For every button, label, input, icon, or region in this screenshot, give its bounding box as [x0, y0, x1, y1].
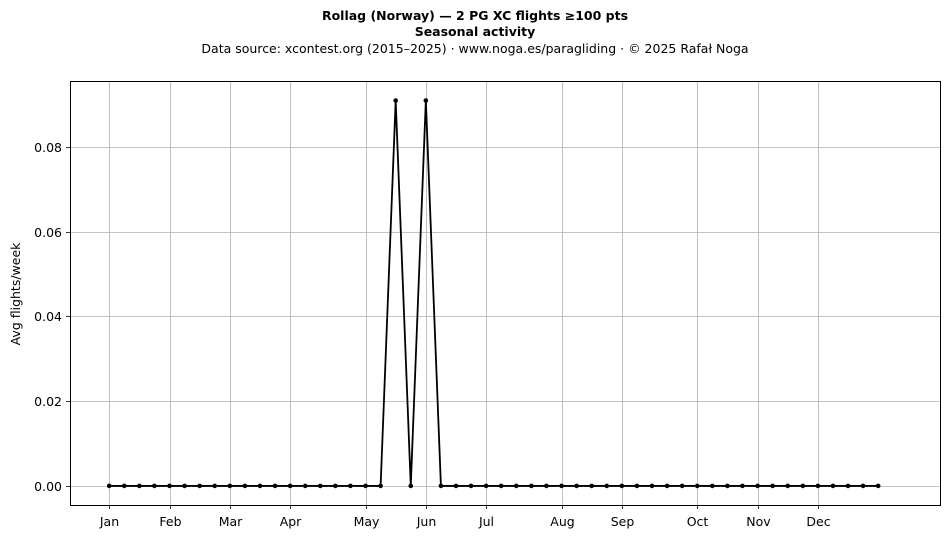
data-point — [815, 483, 821, 489]
grid-lines — [70, 81, 940, 505]
data-point — [408, 483, 414, 489]
data-point — [574, 483, 579, 489]
data-point — [363, 483, 368, 489]
data-point — [679, 483, 685, 489]
data-point — [498, 483, 504, 489]
data-point — [604, 483, 610, 489]
x-tick-label: Dec — [806, 514, 830, 529]
data-point — [694, 483, 700, 489]
data-point — [423, 98, 429, 103]
x-tick-label: Feb — [159, 514, 181, 529]
data-point — [453, 483, 459, 489]
data-point — [468, 483, 474, 489]
data-point — [634, 483, 640, 489]
data-point — [242, 483, 248, 489]
data-point — [438, 483, 444, 489]
data-point — [514, 483, 519, 489]
data-point — [770, 483, 775, 489]
y-tick-label: 0.02 — [34, 394, 62, 409]
chart-title: Rollag (Norway) — 2 PG XC flights ≥100 p… — [321, 8, 629, 23]
y-tick-label: 0.08 — [34, 140, 62, 155]
data-point — [378, 483, 383, 489]
x-tick-label: Nov — [746, 514, 771, 529]
y-tick-label: 0.04 — [34, 309, 62, 324]
data-point — [755, 483, 760, 489]
chart-subtitle: Seasonal activity — [414, 24, 536, 39]
x-tick-label: Jan — [99, 514, 119, 529]
data-point — [529, 483, 534, 489]
data-point — [860, 483, 866, 489]
data-point — [785, 483, 791, 489]
y-axis-label: Avg flights/week — [8, 242, 23, 346]
data-point — [287, 483, 293, 489]
x-tick-label: May — [354, 514, 380, 529]
data-point — [619, 483, 625, 489]
data-point — [302, 483, 308, 489]
series-line — [109, 99, 879, 487]
x-tick-label: Sep — [611, 514, 635, 529]
x-tick-label: Aug — [550, 514, 574, 529]
data-point — [197, 483, 202, 489]
y-tick-label: 0.06 — [34, 225, 62, 240]
data-point — [800, 483, 806, 489]
data-point — [257, 483, 263, 489]
data-point — [152, 483, 157, 489]
data-point — [710, 483, 715, 489]
data-point — [649, 483, 655, 489]
chart-titles: Rollag (Norway) — 2 PG XC flights ≥100 p… — [0, 8, 950, 58]
data-point — [182, 483, 187, 489]
data-point — [559, 483, 564, 489]
data-point — [272, 483, 278, 489]
data-point — [137, 483, 142, 489]
data-point — [227, 483, 233, 489]
x-tick-label: Mar — [219, 514, 243, 529]
data-point — [333, 483, 338, 489]
data-point — [483, 483, 489, 489]
data-point — [106, 483, 112, 489]
series-flights — [106, 98, 881, 489]
data-point — [740, 483, 745, 489]
axis-ticks: Jan Feb Mar Apr May Jun Jul Aug Sep Oct Nov Dec 0.00… — [34, 140, 831, 529]
data-point — [544, 483, 549, 489]
data-point — [121, 483, 127, 489]
plot-frame — [70, 81, 941, 506]
x-tick-label: Jul — [478, 514, 494, 529]
x-tick-label: Apr — [280, 514, 302, 529]
chart-source: Data source: xcontest.org (2015–2025) · … — [201, 41, 749, 56]
x-tick-label: Oct — [687, 514, 709, 529]
data-point — [589, 483, 594, 489]
data-point — [875, 483, 881, 489]
data-point — [317, 483, 323, 489]
data-point — [725, 483, 730, 489]
data-point — [348, 483, 353, 489]
data-point — [212, 483, 218, 489]
data-point — [393, 98, 398, 103]
y-tick-label: 0.00 — [34, 479, 62, 494]
data-point — [830, 483, 836, 489]
x-tick-label: Jun — [416, 514, 437, 529]
data-point — [664, 483, 670, 489]
data-point — [167, 483, 172, 489]
data-point — [845, 483, 851, 489]
